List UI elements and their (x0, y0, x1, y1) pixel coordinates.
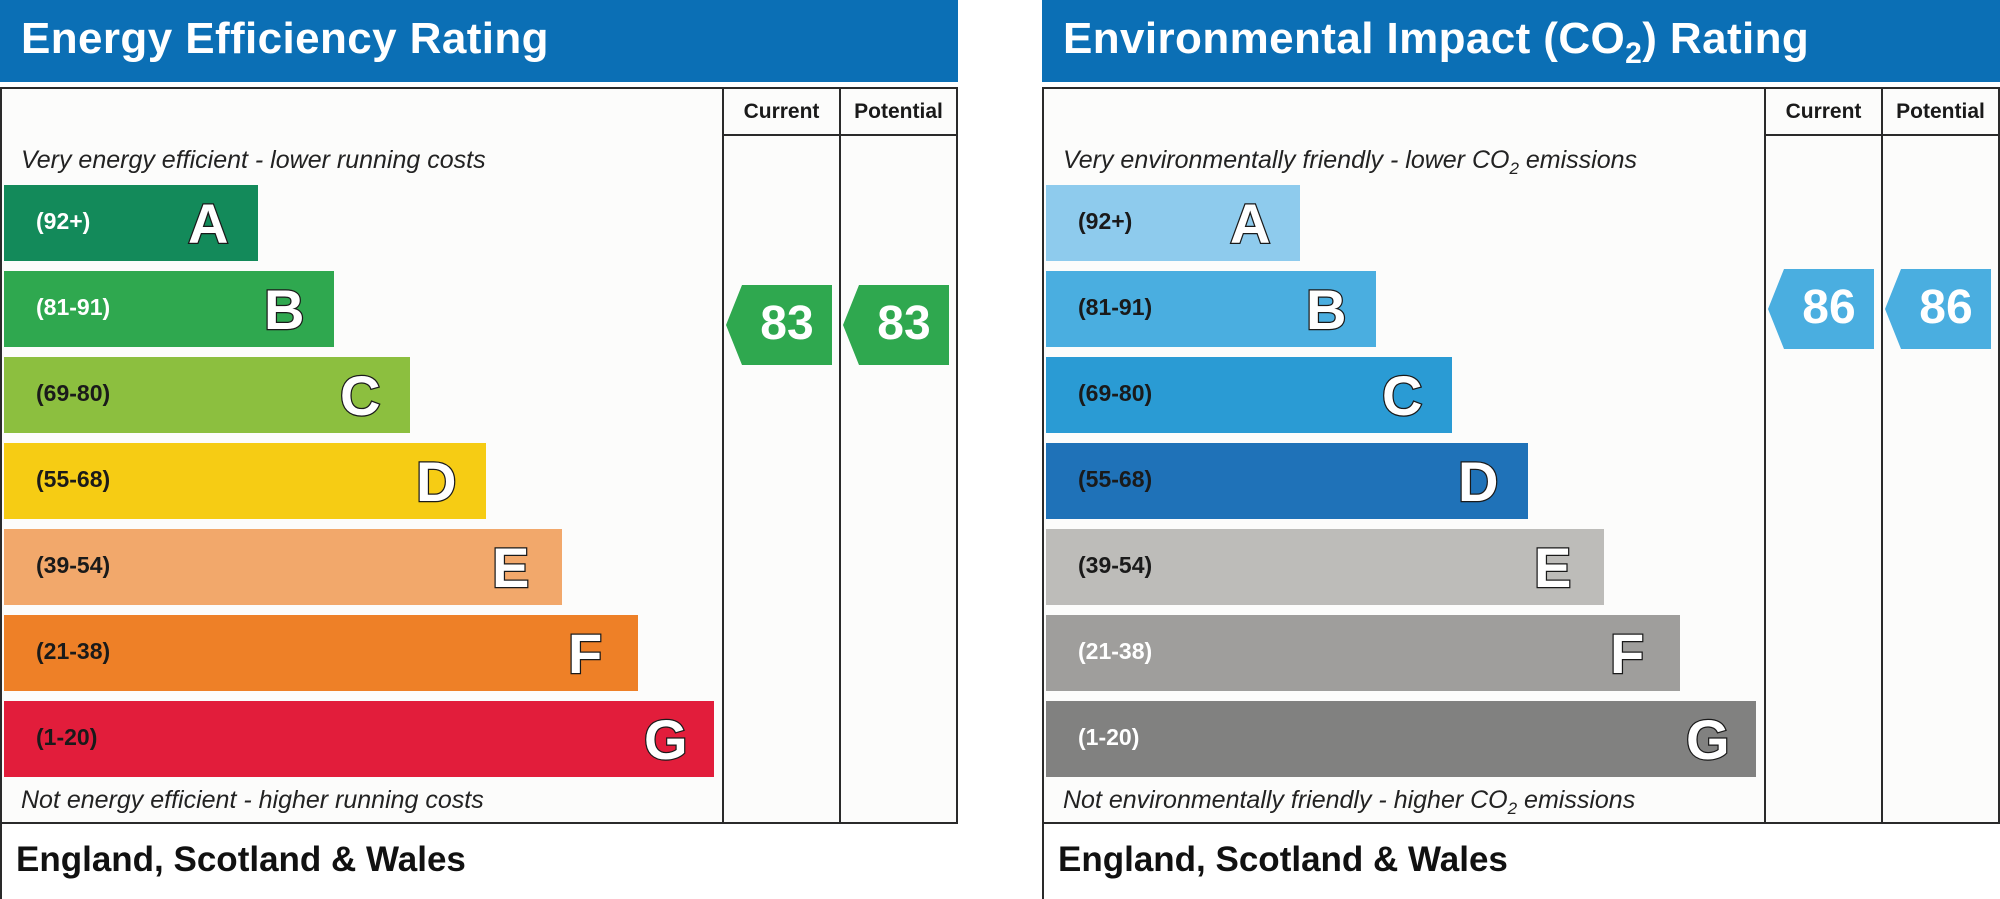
divider (1764, 87, 1766, 824)
band-range: (1-20) (36, 724, 98, 750)
environmental-impact-header: Environmental Impact (CO2) Rating (1042, 0, 2000, 82)
band-b: (81-91) B (4, 271, 334, 347)
band-range: (81-91) (36, 294, 111, 320)
current-rating-value: 83 (760, 297, 814, 350)
band-c: (69-80) C (1046, 357, 1452, 433)
environmental-impact-panel: Environmental Impact (CO2) Rating Curren… (1042, 0, 2000, 899)
band-e: (39-54) E (4, 529, 562, 605)
top-caption: Very environmentally friendly - lower CO… (1063, 146, 1638, 178)
band-range: (39-54) (36, 552, 111, 578)
band-range: (21-38) (36, 638, 111, 664)
potential-column-header: Potential (854, 100, 943, 123)
potential-column-header: Potential (1896, 100, 1985, 123)
band-f: (21-38) F (1046, 615, 1680, 691)
band-letter: F (1609, 621, 1646, 687)
band-letter: C (339, 363, 382, 429)
band-letter: B (263, 277, 306, 343)
bottom-caption: Not environmentally friendly - higher CO… (1063, 786, 1636, 818)
band-f: (21-38) F (4, 615, 638, 691)
band-range: (81-91) (1078, 294, 1153, 320)
divider (1881, 87, 1883, 824)
divider (839, 87, 841, 824)
potential-rating-value: 86 (1919, 281, 1973, 334)
band-range: (55-68) (36, 466, 111, 492)
environmental-impact-title: Environmental Impact (CO2) Rating (1063, 14, 1810, 70)
band-letter: D (1457, 449, 1500, 515)
band-letter: B (1305, 277, 1348, 343)
band-letter: E (491, 535, 531, 601)
band-c: (69-80) C (4, 357, 410, 433)
band-range: (92+) (1078, 208, 1133, 234)
band-letter: C (1381, 363, 1424, 429)
current-rating-arrow: 86 (1768, 269, 1874, 349)
band-letter: D (415, 449, 458, 515)
energy-efficiency-panel: Energy Efficiency Rating Current Potenti… (0, 0, 958, 899)
band-letter: G (1685, 707, 1731, 773)
current-rating-arrow: 83 (726, 285, 832, 365)
band-range: (21-38) (1078, 638, 1153, 664)
divider (1764, 134, 2000, 136)
band-range: (69-80) (36, 380, 111, 406)
current-rating-value: 86 (1802, 281, 1856, 334)
band-a: (92+) A (1046, 185, 1300, 261)
top-caption: Very energy efficient - lower running co… (21, 146, 486, 174)
band-e: (39-54) E (1046, 529, 1604, 605)
band-range: (39-54) (1078, 552, 1153, 578)
band-d: (55-68) D (4, 443, 486, 519)
band-d: (55-68) D (1046, 443, 1528, 519)
potential-rating-arrow: 86 (1885, 269, 1991, 349)
band-range: (55-68) (1078, 466, 1153, 492)
divider (722, 134, 958, 136)
band-letter: F (567, 621, 604, 687)
band-letter: A (1229, 191, 1272, 257)
current-column-header: Current (1785, 100, 1862, 123)
divider (722, 87, 724, 824)
region-label: England, Scotland & Wales (16, 840, 466, 879)
potential-rating-arrow: 83 (843, 285, 949, 365)
energy-efficiency-title: Energy Efficiency Rating (21, 14, 549, 63)
potential-rating-value: 83 (877, 297, 931, 350)
band-g: (1-20) G (4, 701, 714, 777)
bottom-caption: Not energy efficient - higher running co… (21, 786, 484, 814)
band-range: (1-20) (1078, 724, 1140, 750)
band-a: (92+) A (4, 185, 258, 261)
band-b: (81-91) B (1046, 271, 1376, 347)
energy-efficiency-header: Energy Efficiency Rating (0, 0, 958, 82)
footer: England, Scotland & Wales (0, 824, 680, 899)
band-letter: A (187, 191, 230, 257)
region-label: England, Scotland & Wales (1058, 840, 1508, 879)
band-letter: E (1533, 535, 1573, 601)
footer: England, Scotland & Wales (1042, 824, 1722, 899)
current-column-header: Current (743, 100, 820, 123)
band-g: (1-20) G (1046, 701, 1756, 777)
band-range: (69-80) (1078, 380, 1153, 406)
band-letter: G (643, 707, 689, 773)
band-range: (92+) (36, 208, 91, 234)
